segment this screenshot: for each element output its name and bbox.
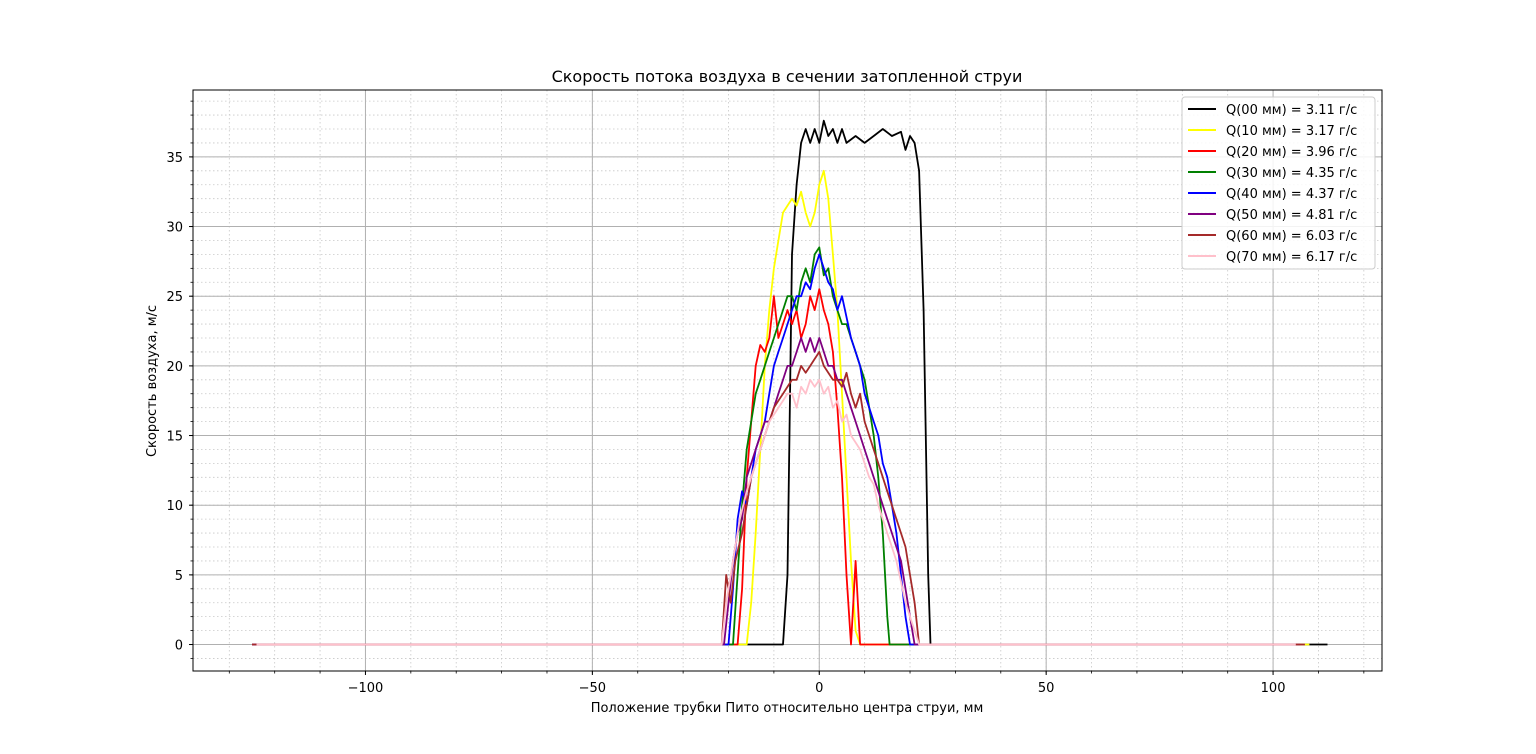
- y-tick-label: 35: [166, 151, 183, 166]
- legend-label-0: Q(00 мм) = 3.11 г/с: [1226, 103, 1357, 118]
- y-tick-label: 0: [175, 639, 183, 654]
- legend-items: Q(00 мм) = 3.11 г/с Q(10 мм) = 3.17 г/с Q(…: [1188, 103, 1357, 265]
- legend-label-6: Q(60 мм) = 6.03 г/с: [1226, 229, 1357, 244]
- series-line-2: [252, 288, 1296, 646]
- y-tick-label: 25: [166, 290, 183, 305]
- y-tick-label: 10: [166, 499, 183, 514]
- x-tick-label: −100: [348, 681, 384, 696]
- series-line-7: [256, 378, 1296, 646]
- y-axis-ticks: 0 5 10 15 20 25 30 35: [166, 100, 193, 659]
- legend-label-5: Q(50 мм) = 4.81 г/с: [1226, 208, 1357, 223]
- plot-frame: [192, 89, 1383, 672]
- x-axis-label: Положение трубки Пито относительно центр…: [591, 701, 984, 716]
- legend-label-3: Q(30 мм) = 4.35 г/с: [1226, 166, 1357, 181]
- series-layer: [252, 119, 1328, 646]
- y-tick-label: 30: [166, 221, 183, 236]
- legend-box: [1181, 96, 1376, 270]
- series-line-5: [252, 337, 1301, 646]
- legend-label-4: Q(40 мм) = 4.37 г/с: [1226, 187, 1357, 202]
- series-line-3: [265, 246, 1292, 646]
- legend: Q(00 мм) = 3.11 г/с Q(10 мм) = 3.17 г/с Q(…: [1181, 96, 1376, 270]
- x-axis-ticks: −100 −50 0 50 100: [228, 671, 1365, 696]
- y-tick-label: 20: [166, 360, 183, 375]
- legend-label-2: Q(20 мм) = 3.96 г/с: [1226, 145, 1357, 160]
- legend-label-7: Q(70 мм) = 6.17 г/с: [1226, 250, 1357, 265]
- series-line-0: [252, 119, 1328, 646]
- legend-label-1: Q(10 мм) = 3.17 г/с: [1226, 124, 1357, 139]
- y-tick-label: 15: [166, 430, 183, 445]
- y-axis-label: Скорость воздуха, м/с: [145, 305, 160, 457]
- y-tick-label: 5: [175, 569, 183, 584]
- x-tick-label: 100: [1261, 681, 1286, 696]
- x-tick-label: 0: [815, 681, 823, 696]
- x-tick-label: 50: [1038, 681, 1055, 696]
- x-tick-label: −50: [579, 681, 606, 696]
- chart-title: Скорость потока воздуха в сечении затопл…: [552, 67, 1023, 86]
- series-line-1: [252, 169, 1310, 646]
